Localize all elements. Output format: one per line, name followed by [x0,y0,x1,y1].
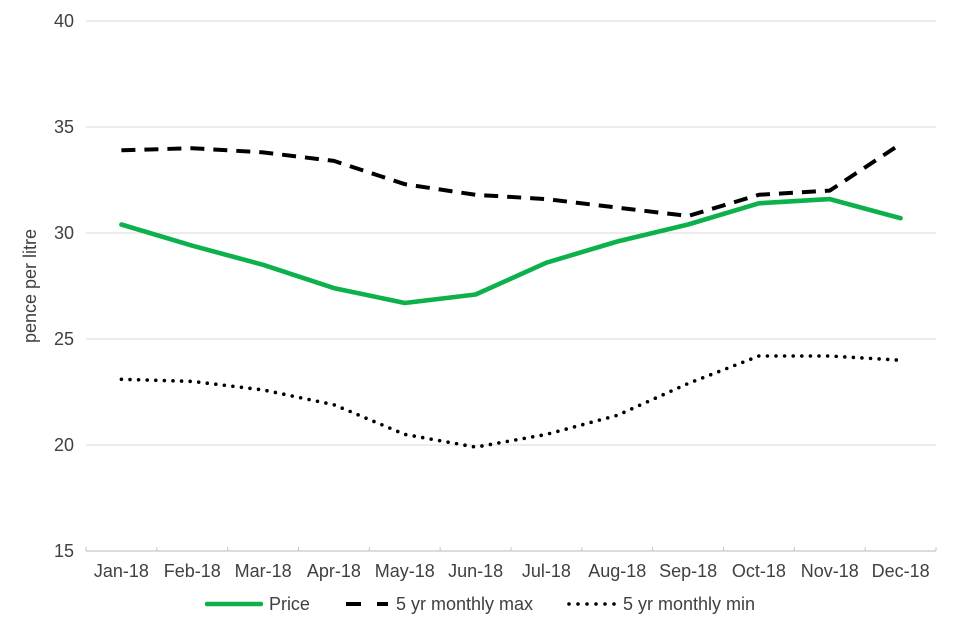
legend-item-price: Price [204,593,310,615]
x-tick-label: Jun-18 [448,561,503,581]
legend-label-price: Price [268,593,310,614]
series-line-5-yr-monthly-max [121,142,902,218]
legend-swatch-5-yr-monthly-min [567,602,617,606]
x-axis-tick-labels: Jan-18 Feb-18 Mar-18 Apr-18 May-18 Jun-18 Jul-… [94,561,930,581]
x-tick-label: Feb-18 [164,561,221,581]
legend-item-5-yr-monthly-max: 5 yr monthly max [344,594,533,615]
line-chart: 15 20 25 30 35 40 Jan-18 Feb-18 Mar-18 Apr-18 May… [20,11,937,581]
x-tick-label: May-18 [375,561,435,581]
y-tick-label: 15 [54,541,74,561]
series-lines [119,142,903,449]
legend-label-5-yr-monthly-min: 5 yr monthly min [623,593,756,614]
legend-swatch-5-yr-monthly-max [345,602,388,606]
x-axis-ticks [85,547,937,551]
x-tick-label: Oct-18 [732,561,786,581]
y-tick-label: 20 [54,435,74,455]
x-tick-label: Jul-18 [522,561,571,581]
y-tick-label: 40 [54,11,74,31]
x-tick-label: Aug-18 [588,561,646,581]
y-axis-tick-labels: 15 20 25 30 35 40 [54,11,74,561]
legend: Price 5 yr monthly max 5 yr monthly min [0,591,960,617]
y-axis-title: pence per litre [20,229,40,343]
y-tick-label: 35 [54,117,74,137]
legend-swatch-price [204,601,263,607]
legend-label-5-yr-monthly-max: 5 yr monthly max [395,593,533,614]
x-tick-label: Jan-18 [94,561,149,581]
y-tick-label: 30 [54,223,74,243]
legend-item-5-yr-monthly-min: 5 yr monthly min [567,594,755,615]
series-line-price [119,196,903,306]
series-line-5-yr-monthly-min [119,354,903,449]
gridlines [86,20,936,552]
x-tick-label: Apr-18 [307,561,361,581]
x-tick-label: Sep-18 [659,561,717,581]
y-tick-label: 25 [54,329,74,349]
x-tick-label: Nov-18 [801,561,859,581]
x-tick-label: Mar-18 [235,561,292,581]
x-tick-label: Dec-18 [872,561,930,581]
